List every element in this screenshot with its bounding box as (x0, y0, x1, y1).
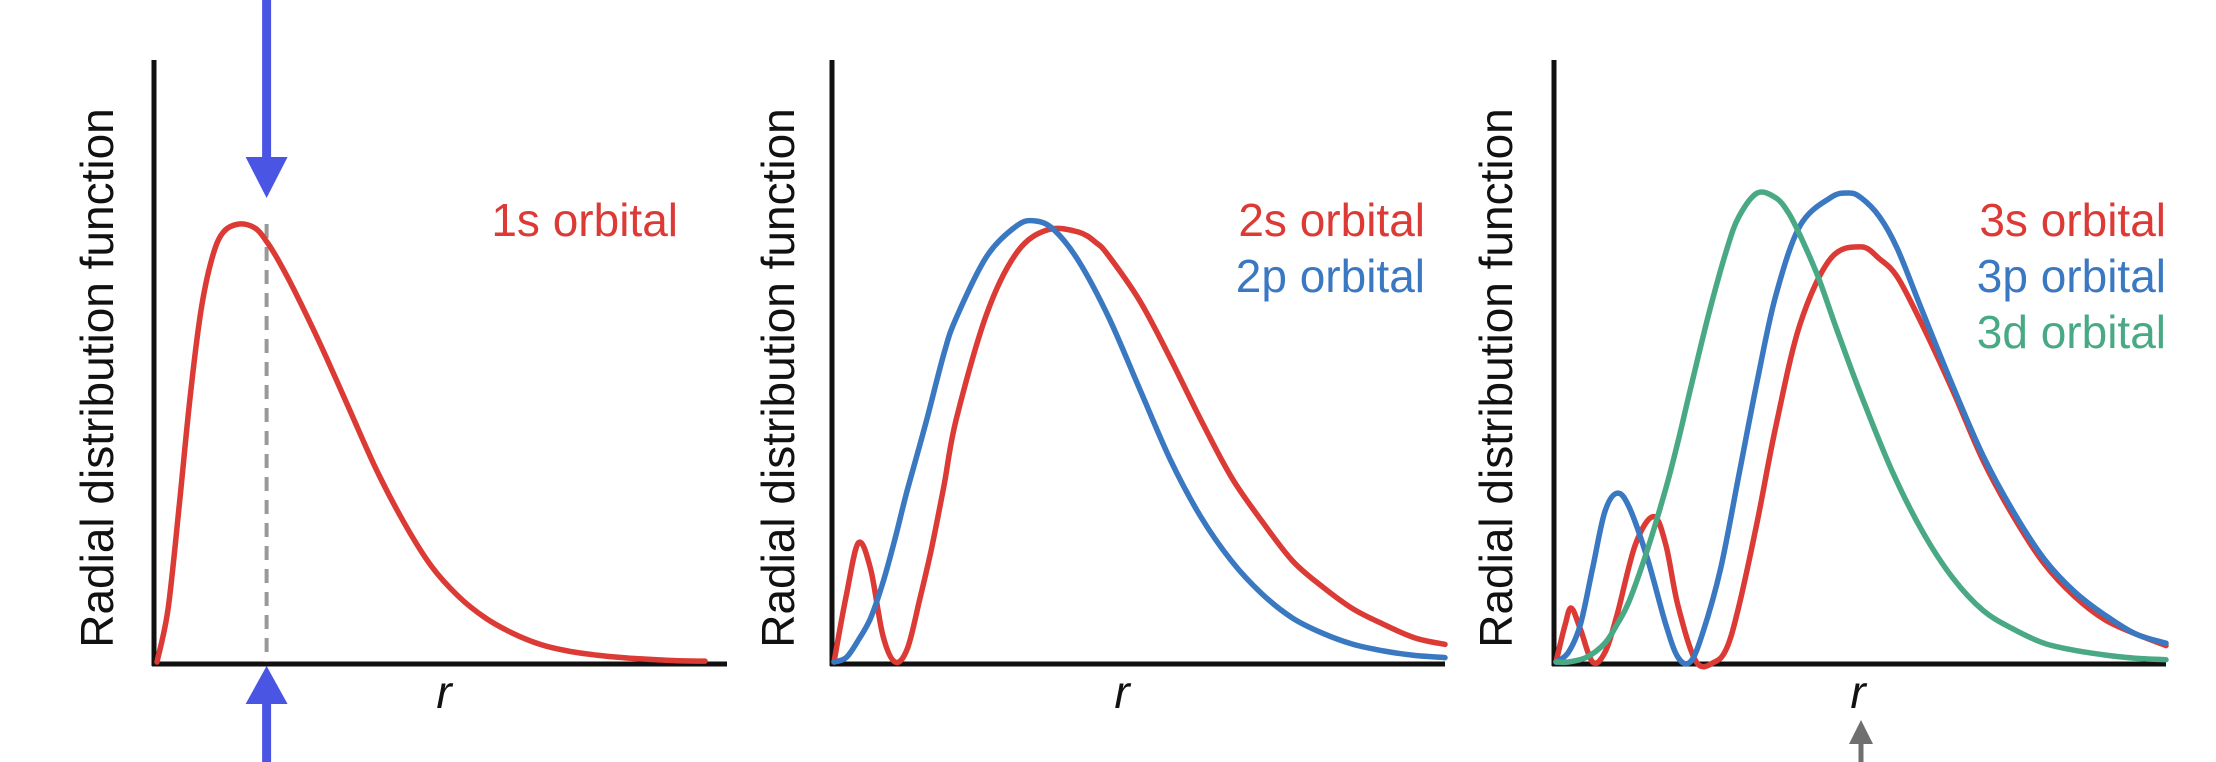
plot-area (154, 0, 708, 762)
y-axis-label: Radial distribution function (752, 108, 804, 648)
legend-3p-orbital: 3p orbital (1977, 250, 2166, 302)
x-axis-label: r (1114, 666, 1131, 718)
peak-arrow-bottom-head (245, 666, 288, 704)
series-line-3d-orbital (1553, 189, 2169, 666)
series-line-1s-orbital (154, 221, 708, 665)
legend-3d-orbital: 3d orbital (1977, 306, 2166, 358)
plot-area (831, 217, 1448, 666)
legend-3s-orbital: 3s orbital (1979, 194, 2166, 246)
series-line-3p-orbital (1553, 190, 2169, 667)
y-axis-label: Radial distribution function (71, 108, 123, 648)
y-axis-label: Radial distribution function (1470, 108, 1522, 648)
panel-1s: Radial distribution function r 1s orbita… (71, 0, 727, 762)
legend-2s-orbital: 2s orbital (1238, 194, 1425, 246)
legend-1s-orbital: 1s orbital (491, 194, 678, 246)
series-line-2p-orbital (831, 217, 1448, 665)
panel-3s-3p-3d: Radial distribution function r 3s orbita… (1470, 60, 2169, 762)
axis-arrow-head (1849, 720, 1873, 744)
panel-2s-2p: Radial distribution function r 2s orbita… (752, 60, 1448, 718)
x-axis-label: r (436, 666, 453, 718)
plot-area (1553, 189, 2169, 762)
legend-2p-orbital: 2p orbital (1236, 250, 1425, 302)
x-axis-label: r (1850, 666, 1867, 718)
peak-arrow-top-head (245, 157, 288, 198)
